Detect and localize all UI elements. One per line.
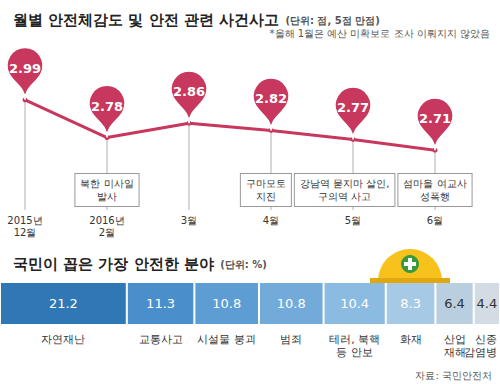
svg-text:4.4: 4.4 xyxy=(476,296,497,311)
svg-text:21.2: 21.2 xyxy=(49,296,78,311)
svg-text:발사: 발사 xyxy=(97,191,117,202)
svg-text:신종: 신종 xyxy=(475,333,497,346)
svg-text:범죄: 범죄 xyxy=(280,333,302,346)
svg-text:*올해 1월은 예산 미확보로 조사 이뤄지지 않았음: *올해 1월은 예산 미확보로 조사 이뤄지지 않았음 xyxy=(270,28,490,39)
svg-text:2015년: 2015년 xyxy=(7,215,42,226)
svg-text:북한 미사일: 북한 미사일 xyxy=(80,178,133,189)
svg-text:10.8: 10.8 xyxy=(212,296,241,311)
svg-text:강남역 묻지마 살인,: 강남역 묻지마 살인, xyxy=(300,178,390,189)
svg-text:교통사고: 교통사고 xyxy=(139,333,183,346)
svg-text:(단위: %): (단위: %) xyxy=(220,259,267,270)
svg-text:월별 안전체감도 및 안전 관련 사건사고: 월별 안전체감도 및 안전 관련 사건사고 xyxy=(13,11,279,29)
svg-text:성폭행: 성폭행 xyxy=(420,191,450,202)
svg-text:지진: 지진 xyxy=(256,191,276,202)
svg-text:5월: 5월 xyxy=(345,215,361,226)
svg-text:8.3: 8.3 xyxy=(400,296,421,311)
svg-text:2.78: 2.78 xyxy=(91,99,123,114)
svg-text:2.82: 2.82 xyxy=(255,91,287,106)
svg-text:3월: 3월 xyxy=(181,215,197,226)
svg-text:2.99: 2.99 xyxy=(9,61,41,76)
svg-text:자료: 국민안전처: 자료: 국민안전처 xyxy=(415,370,492,381)
svg-text:12월: 12월 xyxy=(14,227,37,238)
svg-text:구마모토: 구마모토 xyxy=(246,178,286,189)
svg-text:구의역 사고: 구의역 사고 xyxy=(318,191,371,202)
svg-text:4월: 4월 xyxy=(263,215,279,226)
svg-text:2월: 2월 xyxy=(99,227,115,238)
svg-text:10.8: 10.8 xyxy=(277,296,306,311)
svg-text:자연재난: 자연재난 xyxy=(41,333,85,346)
svg-text:2016년: 2016년 xyxy=(89,215,124,226)
svg-text:11.3: 11.3 xyxy=(146,296,175,311)
svg-text:6.4: 6.4 xyxy=(444,296,465,311)
svg-text:등 안보: 등 안보 xyxy=(336,346,373,359)
svg-text:2.77: 2.77 xyxy=(337,100,369,115)
svg-text:시설물 붕괴: 시설물 붕괴 xyxy=(197,333,256,346)
svg-text:감염병: 감염병 xyxy=(464,346,497,359)
svg-text:2.71: 2.71 xyxy=(419,111,451,126)
svg-text:섬마을 여교사: 섬마을 여교사 xyxy=(403,178,466,189)
svg-text:테러, 북핵: 테러, 북핵 xyxy=(329,333,380,346)
svg-text:10.4: 10.4 xyxy=(340,296,369,311)
svg-text:국민이 꼽은 가장 안전한 분야: 국민이 꼽은 가장 안전한 분야 xyxy=(13,255,214,273)
svg-text:산업: 산업 xyxy=(444,333,466,346)
svg-text:6월: 6월 xyxy=(427,215,443,226)
svg-text:재해: 재해 xyxy=(444,346,466,359)
svg-text:화재: 화재 xyxy=(400,333,422,346)
svg-text:2.86: 2.86 xyxy=(173,84,205,99)
svg-text:(단위: 점, 5점 만점): (단위: 점, 5점 만점) xyxy=(285,15,379,26)
